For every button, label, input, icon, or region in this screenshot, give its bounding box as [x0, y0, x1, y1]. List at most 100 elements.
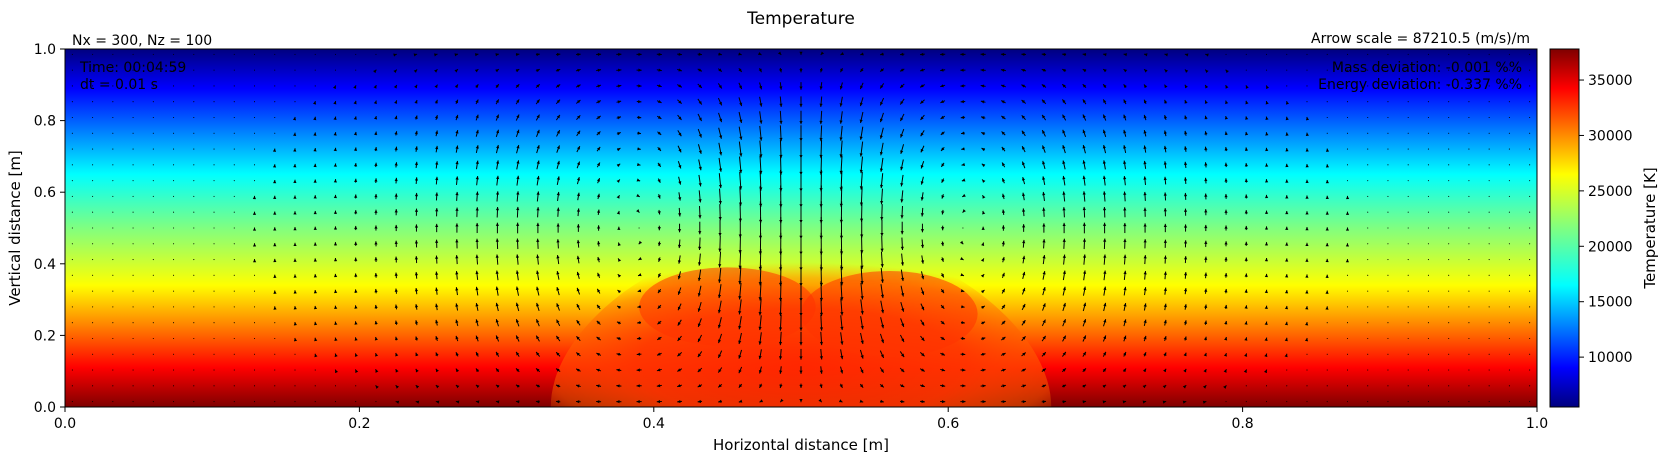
- velocity-arrow: [72, 354, 73, 355]
- velocity-arrow: [1367, 370, 1368, 371]
- velocity-arrow: [1489, 354, 1490, 355]
- velocity-arrow: [254, 149, 255, 150]
- velocity-arrow: [213, 149, 214, 150]
- velocity-arrow: [1367, 54, 1368, 55]
- velocity-arrow: [1306, 54, 1307, 55]
- velocity-arrow: [234, 322, 235, 323]
- colorbar-tick-label: 35000: [1588, 73, 1633, 89]
- velocity-arrow: [1387, 101, 1388, 102]
- velocity-arrow: [1428, 243, 1429, 244]
- velocity-arrow: [112, 291, 113, 292]
- velocity-arrow: [1408, 149, 1409, 150]
- velocity-arrow: [92, 54, 93, 55]
- velocity-arrow: [315, 401, 316, 402]
- velocity-arrow: [234, 149, 235, 150]
- velocity-arrow: [375, 401, 376, 402]
- velocity-arrow: [294, 401, 295, 402]
- velocity-arrow: [173, 85, 174, 86]
- velocity-arrow: [153, 291, 154, 292]
- velocity-arrow: [1367, 275, 1368, 276]
- velocity-arrow: [72, 243, 73, 244]
- plot-area: [65, 49, 1537, 407]
- velocity-arrow: [1448, 275, 1449, 276]
- velocity-arrow: [1387, 306, 1388, 307]
- velocity-arrow: [1408, 385, 1409, 386]
- velocity-arrow: [1448, 180, 1449, 181]
- velocity-arrow: [1448, 149, 1449, 150]
- velocity-arrow: [72, 117, 73, 118]
- velocity-arrow: [173, 354, 174, 355]
- velocity-arrow: [294, 101, 295, 102]
- velocity-arrow: [1408, 54, 1409, 55]
- velocity-arrow: [254, 370, 255, 371]
- velocity-arrow: [213, 54, 214, 55]
- velocity-arrow: [1246, 54, 1247, 55]
- velocity-arrow: [1529, 401, 1530, 402]
- velocity-arrow: [1347, 101, 1348, 102]
- velocity-arrow: [112, 180, 113, 181]
- velocity-arrow: [1327, 54, 1328, 55]
- velocity-arrow: [1489, 401, 1490, 402]
- velocity-arrow: [133, 259, 134, 260]
- velocity-arrow: [173, 101, 174, 102]
- velocity-arrow: [193, 149, 194, 150]
- velocity-arrow: [92, 338, 93, 339]
- velocity-arrow: [153, 133, 154, 134]
- velocity-arrow: [153, 117, 154, 118]
- y-tick-label: 0.2: [34, 328, 56, 344]
- velocity-arrow: [1387, 133, 1388, 134]
- velocity-arrow: [254, 54, 255, 55]
- velocity-arrow: [92, 385, 93, 386]
- velocity-arrow: [112, 259, 113, 260]
- velocity-arrow: [92, 291, 93, 292]
- chart-title: Temperature: [746, 9, 855, 29]
- velocity-arrow: [1246, 70, 1247, 71]
- velocity-arrow: [1387, 338, 1388, 339]
- velocity-arrow: [1387, 180, 1388, 181]
- velocity-arrow: [1367, 117, 1368, 118]
- velocity-arrow: [173, 164, 174, 165]
- velocity-arrow: [1509, 259, 1510, 260]
- velocity-arrow: [1468, 101, 1469, 102]
- velocity-arrow: [193, 180, 194, 181]
- velocity-arrow: [1286, 370, 1287, 371]
- velocity-arrow: [1509, 243, 1510, 244]
- velocity-arrow: [72, 259, 73, 260]
- velocity-arrow: [1387, 243, 1388, 244]
- velocity-arrow: [153, 243, 154, 244]
- velocity-arrow: [1448, 117, 1449, 118]
- velocity-arrow: [193, 85, 194, 86]
- velocity-arrow: [1387, 227, 1388, 228]
- velocity-arrow: [1448, 370, 1449, 371]
- velocity-arrow: [254, 354, 255, 355]
- velocity-arrow: [1509, 101, 1510, 102]
- velocity-arrow: [92, 370, 93, 371]
- velocity-arrow: [1509, 385, 1510, 386]
- velocity-arrow: [72, 212, 73, 213]
- velocity-arrow: [1448, 259, 1449, 260]
- velocity-arrow: [254, 85, 255, 86]
- velocity-arrow: [355, 385, 356, 386]
- velocity-arrow: [1408, 338, 1409, 339]
- velocity-arrow: [112, 101, 113, 102]
- velocity-arrow: [1286, 85, 1287, 86]
- velocity-arrow: [153, 370, 154, 371]
- velocity-arrow: [335, 54, 336, 55]
- velocity-arrow: [1489, 164, 1490, 165]
- velocity-arrow: [1408, 370, 1409, 371]
- velocity-arrow: [1448, 354, 1449, 355]
- velocity-arrow: [1468, 196, 1469, 197]
- velocity-arrow: [1509, 401, 1510, 402]
- velocity-arrow: [213, 133, 214, 134]
- velocity-arrow: [234, 259, 235, 260]
- velocity-arrow: [315, 370, 316, 371]
- velocity-arrow: [1529, 101, 1530, 102]
- velocity-arrow: [1468, 385, 1469, 386]
- velocity-arrow: [72, 338, 73, 339]
- velocity-arrow: [1509, 322, 1510, 323]
- velocity-arrow: [1448, 54, 1449, 55]
- velocity-arrow: [254, 180, 255, 181]
- velocity-arrow: [1387, 354, 1388, 355]
